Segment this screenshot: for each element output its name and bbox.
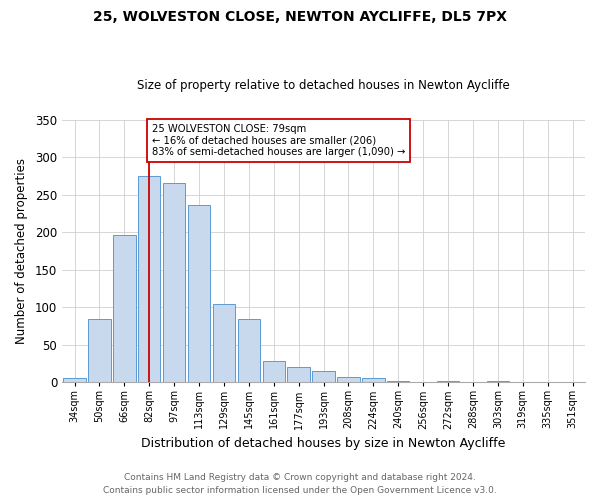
- Bar: [263, 361, 285, 382]
- Bar: [213, 304, 235, 382]
- Text: Contains HM Land Registry data © Crown copyright and database right 2024.
Contai: Contains HM Land Registry data © Crown c…: [103, 474, 497, 495]
- Bar: [163, 184, 185, 382]
- Bar: [238, 319, 260, 382]
- Text: 25 WOLVESTON CLOSE: 79sqm
← 16% of detached houses are smaller (206)
83% of semi: 25 WOLVESTON CLOSE: 79sqm ← 16% of detac…: [152, 124, 405, 158]
- Bar: [138, 176, 160, 382]
- Title: Size of property relative to detached houses in Newton Aycliffe: Size of property relative to detached ho…: [137, 79, 510, 92]
- Bar: [287, 367, 310, 382]
- Y-axis label: Number of detached properties: Number of detached properties: [15, 158, 28, 344]
- Bar: [487, 380, 509, 382]
- Bar: [88, 319, 110, 382]
- X-axis label: Distribution of detached houses by size in Newton Aycliffe: Distribution of detached houses by size …: [142, 437, 506, 450]
- Bar: [437, 380, 459, 382]
- Bar: [313, 371, 335, 382]
- Bar: [337, 377, 359, 382]
- Bar: [387, 380, 409, 382]
- Bar: [113, 235, 136, 382]
- Bar: [64, 378, 86, 382]
- Bar: [362, 378, 385, 382]
- Bar: [188, 205, 210, 382]
- Text: 25, WOLVESTON CLOSE, NEWTON AYCLIFFE, DL5 7PX: 25, WOLVESTON CLOSE, NEWTON AYCLIFFE, DL…: [93, 10, 507, 24]
